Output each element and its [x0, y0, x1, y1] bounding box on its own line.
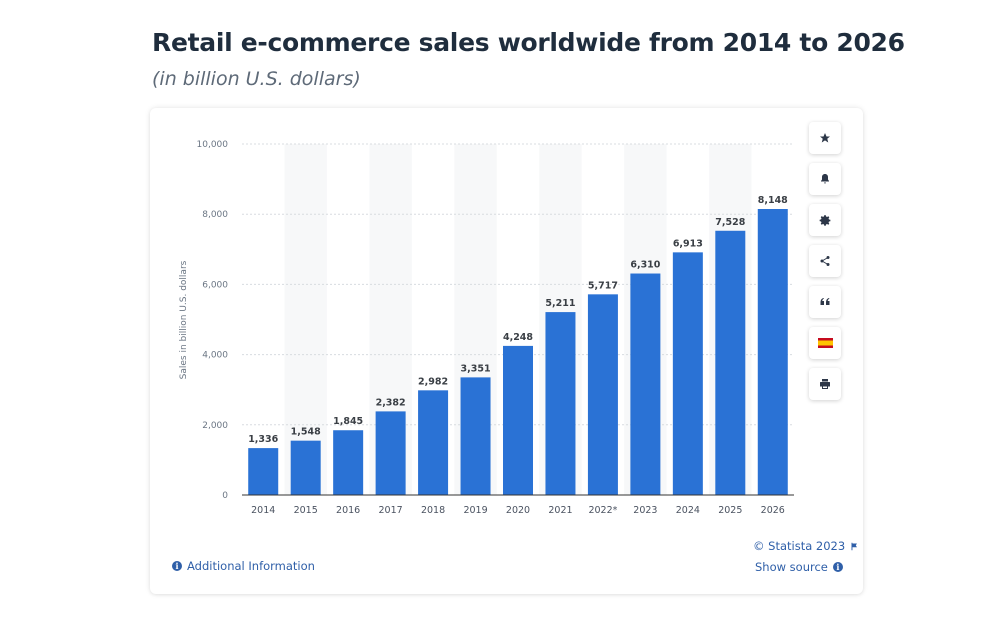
data-label: 7,528 — [715, 217, 745, 228]
data-label: 6,913 — [673, 238, 703, 249]
data-label: 1,336 — [248, 434, 278, 445]
x-tick-label: 2017 — [379, 505, 403, 516]
bar[interactable] — [375, 411, 406, 495]
notification-button[interactable] — [809, 163, 841, 195]
data-label: 1,845 — [333, 416, 363, 427]
show-source-label: Show source — [755, 560, 828, 574]
data-label: 2,382 — [376, 397, 406, 408]
y-tick-label: 0 — [222, 491, 228, 501]
info-icon: i — [172, 561, 182, 571]
data-label: 2,982 — [418, 376, 448, 387]
x-tick-label: 2018 — [421, 505, 445, 516]
statista-copyright-link[interactable]: © Statista 2023 — [753, 539, 859, 553]
favorite-button[interactable] — [809, 122, 841, 154]
settings-button[interactable] — [809, 204, 841, 236]
x-tick-label: 2023 — [633, 505, 657, 516]
share-icon — [820, 256, 830, 266]
bar[interactable] — [545, 312, 576, 495]
chart-card: 0 2,000 4,000 6,000 8,000 10,000 Sales in bil… — [150, 108, 863, 594]
x-tick-label: 2022* — [588, 505, 617, 516]
page-title: Retail e-commerce sales worldwide from 2… — [152, 28, 905, 57]
show-source-link[interactable]: Show source i — [755, 560, 843, 574]
x-tick-label: 2024 — [676, 505, 700, 516]
y-tick-label: 8,000 — [202, 210, 228, 220]
x-tick-label: 2025 — [718, 505, 742, 516]
data-label: 5,717 — [588, 280, 618, 291]
spain-flag-icon — [817, 338, 833, 348]
quote-icon — [820, 298, 830, 305]
data-label: 8,148 — [758, 195, 788, 206]
bar[interactable] — [672, 252, 703, 495]
language-button[interactable] — [809, 327, 841, 359]
print-icon — [820, 379, 830, 389]
y-tick-label: 10,000 — [197, 140, 229, 150]
x-tick-label: 2026 — [761, 505, 785, 516]
y-tick-label: 4,000 — [202, 351, 228, 361]
bar[interactable] — [460, 377, 491, 495]
x-tick-label: 2015 — [294, 505, 318, 516]
bar-chart: 0 2,000 4,000 6,000 8,000 10,000 Sales in bil… — [179, 140, 794, 516]
bar[interactable] — [630, 273, 661, 495]
data-label: 4,248 — [503, 332, 533, 343]
x-tick-label: 2014 — [251, 505, 275, 516]
bell-icon — [821, 174, 829, 184]
x-tick-label: 2021 — [548, 505, 572, 516]
bar[interactable] — [333, 430, 364, 495]
star-icon — [820, 133, 830, 143]
data-label: 6,310 — [630, 260, 660, 271]
additional-information-link[interactable]: i Additional Information — [172, 559, 315, 573]
additional-information-label: Additional Information — [187, 559, 315, 573]
y-tick-label: 2,000 — [202, 421, 228, 431]
data-label: 1,548 — [291, 427, 321, 438]
flag-icon — [851, 542, 858, 550]
x-tick-label: 2020 — [506, 505, 530, 516]
bar[interactable] — [587, 294, 618, 495]
y-axis-label: Sales in billion U.S. dollars — [179, 260, 189, 379]
share-button[interactable] — [809, 245, 841, 277]
gear-icon — [819, 214, 830, 226]
bar[interactable] — [715, 230, 746, 495]
bar[interactable] — [757, 209, 788, 496]
data-label: 3,351 — [461, 363, 491, 374]
alternate-band — [284, 144, 327, 495]
print-button[interactable] — [809, 368, 841, 400]
x-tick-label: 2019 — [463, 505, 487, 516]
y-tick-label: 6,000 — [202, 280, 228, 290]
bar[interactable] — [290, 440, 321, 495]
bar[interactable] — [503, 345, 533, 495]
bar[interactable] — [248, 448, 279, 495]
copyright-text: © Statista 2023 — [753, 539, 846, 553]
data-label: 5,211 — [545, 298, 575, 309]
x-tick-label: 2016 — [336, 505, 360, 516]
cite-button[interactable] — [809, 286, 841, 318]
page-subtitle: (in billion U.S. dollars) — [152, 68, 361, 90]
info-icon: i — [832, 562, 843, 572]
bar[interactable] — [418, 390, 449, 495]
